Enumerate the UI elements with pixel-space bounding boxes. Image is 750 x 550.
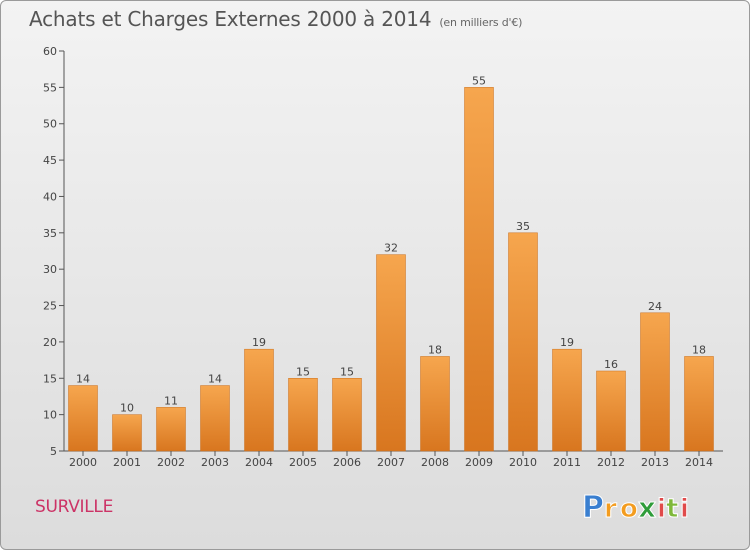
bar-value-label: 18 [428, 343, 442, 356]
svg-text:i: i [657, 494, 666, 524]
x-tick-label: 2009 [465, 456, 493, 469]
x-tick-label: 2011 [553, 456, 581, 469]
chart-unit-label: (en milliers d'€) [439, 16, 523, 29]
bar-value-label: 15 [340, 365, 354, 378]
x-tick-label: 2002 [157, 456, 185, 469]
x-tick-label: 2010 [509, 456, 537, 469]
bar [332, 378, 362, 452]
bar [112, 414, 142, 452]
bar [288, 378, 318, 452]
y-tick-label: 30 [43, 263, 57, 276]
y-tick-label: 5 [50, 445, 57, 458]
bar [200, 385, 230, 452]
chart-title: Achats et Charges Externes 2000 à 2014 (e… [29, 7, 522, 31]
svg-text:r: r [604, 494, 617, 524]
bar [596, 370, 626, 452]
x-tick-label: 2000 [69, 456, 97, 469]
bar [684, 356, 714, 452]
proxiti-logo: P r o x i t i [582, 490, 690, 526]
bar-value-label: 55 [472, 74, 486, 87]
x-tick-label: 2014 [685, 456, 713, 469]
bar-value-label: 24 [648, 300, 662, 313]
bar-value-label: 32 [384, 242, 398, 255]
svg-text:o: o [620, 494, 638, 524]
svg-text:P: P [582, 490, 604, 525]
svg-text:x: x [638, 491, 656, 524]
bar [156, 407, 186, 452]
y-tick-label: 35 [43, 227, 57, 240]
y-tick-label: 40 [43, 190, 57, 203]
bar-value-label: 19 [560, 336, 574, 349]
bar [420, 356, 450, 452]
x-tick-label: 2004 [245, 456, 273, 469]
bar [640, 312, 670, 452]
x-tick-label: 2007 [377, 456, 405, 469]
y-tick-label: 15 [43, 372, 57, 385]
bar [508, 232, 538, 452]
y-tick-label: 55 [43, 81, 57, 94]
y-tick-label: 20 [43, 336, 57, 349]
bar-value-label: 10 [120, 402, 134, 415]
x-tick-label: 2003 [201, 456, 229, 469]
bar [244, 348, 274, 452]
bar-value-label: 16 [604, 358, 618, 371]
y-tick-label: 10 [43, 409, 57, 422]
bar [376, 254, 406, 452]
commune-name: SURVILLE [35, 497, 114, 517]
bar [464, 87, 494, 452]
bar [552, 348, 582, 452]
chart-title-text: Achats et Charges Externes 2000 à 2014 [29, 7, 432, 31]
x-tick-label: 2013 [641, 456, 669, 469]
svg-text:i: i [680, 494, 689, 524]
x-tick-label: 2006 [333, 456, 361, 469]
bar-value-label: 11 [164, 394, 178, 407]
bar-value-label: 19 [252, 336, 266, 349]
bar-value-label: 15 [296, 365, 310, 378]
x-tick-label: 2008 [421, 456, 449, 469]
bar-value-label: 14 [76, 373, 90, 386]
x-tick-label: 2012 [597, 456, 625, 469]
y-tick-label: 25 [43, 300, 57, 313]
y-tick-label: 50 [43, 118, 57, 131]
bar-value-label: 14 [208, 373, 222, 386]
bar [68, 385, 98, 452]
y-tick-label: 60 [43, 45, 57, 58]
x-tick-label: 2005 [289, 456, 317, 469]
svg-text:t: t [666, 494, 678, 524]
y-tick-label: 45 [43, 154, 57, 167]
bar-value-label: 35 [516, 220, 530, 233]
x-tick-label: 2001 [113, 456, 141, 469]
bar-value-label: 18 [692, 343, 706, 356]
